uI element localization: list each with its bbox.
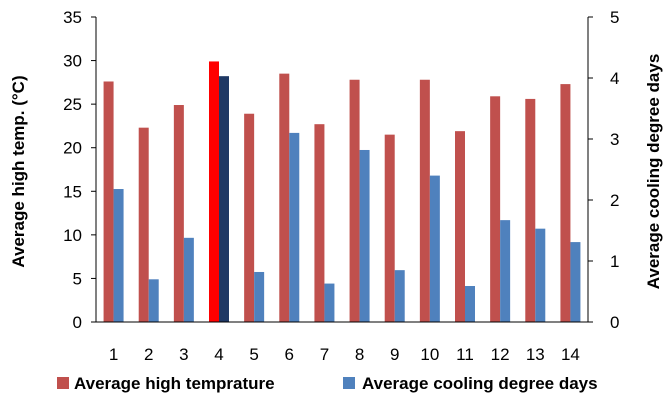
y-left-tick-label: 10 [63, 226, 82, 245]
bar-cooling-days-4 [219, 76, 229, 322]
y-left-tick-label: 20 [63, 139, 82, 158]
legend-swatch-average-cooling-degree-days [343, 377, 355, 389]
x-tick-label: 8 [355, 345, 364, 364]
y-right-tick-label: 2 [610, 191, 619, 210]
y-right-tick-label: 5 [610, 8, 619, 27]
bar-high-temp-5 [244, 113, 255, 322]
x-tick-label: 14 [561, 345, 580, 364]
x-tick-label: 4 [214, 345, 223, 364]
bar-high-temp-4 [209, 61, 219, 322]
bar-cooling-days-13 [535, 228, 546, 322]
y-right-tick-label: 1 [610, 252, 619, 271]
x-tick-label: 7 [320, 345, 329, 364]
bar-cooling-days-14 [570, 242, 581, 322]
bar-high-temp-7 [314, 124, 325, 322]
legend-swatch-average-high-temperature [57, 377, 69, 389]
bars-layer [103, 61, 581, 323]
x-tick-label: 9 [390, 345, 399, 364]
bar-high-temp-12 [490, 96, 501, 322]
bar-cooling-days-5 [254, 271, 265, 322]
y-right-tick-label: 4 [610, 69, 619, 88]
bar-high-temp-1 [103, 81, 114, 322]
bar-high-temp-9 [384, 134, 395, 322]
bar-cooling-days-3 [183, 237, 194, 322]
y-right-tick-label: 0 [610, 313, 619, 332]
bar-high-temp-3 [173, 105, 184, 322]
legend: Average high temprature Average cooling … [57, 374, 598, 393]
bar-cooling-days-7 [324, 283, 335, 322]
bar-high-temp-8 [349, 79, 360, 322]
bar-cooling-days-12 [500, 220, 511, 322]
y-axis-right-ticks: 0 1 2 3 4 5 [588, 8, 619, 332]
bar-cooling-days-8 [359, 149, 370, 322]
x-tick-label: 10 [420, 345, 439, 364]
x-tick-label: 11 [456, 345, 474, 364]
legend-label-average-cooling-degree-days: Average cooling degree days [362, 374, 598, 393]
x-tick-label: 12 [491, 345, 510, 364]
y-axis-left-title: Average high temp. (°C) [9, 75, 28, 267]
bar-cooling-days-2 [148, 279, 159, 322]
x-tick-label: 2 [144, 345, 153, 364]
y-left-tick-label: 5 [73, 269, 82, 288]
y-left-tick-label: 0 [73, 313, 82, 332]
bar-high-temp-10 [419, 79, 430, 322]
bar-high-temp-13 [525, 98, 536, 323]
bar-high-temp-11 [455, 131, 465, 322]
bar-cooling-days-9 [394, 270, 405, 322]
y-axis-right-title: Average cooling degree days [644, 54, 663, 290]
x-tick-label: 13 [526, 345, 545, 364]
bar-cooling-days-10 [429, 175, 440, 322]
bar-cooling-days-1 [113, 189, 124, 322]
x-tick-label: 3 [179, 345, 188, 364]
bar-cooling-days-11 [465, 286, 475, 322]
y-right-tick-label: 3 [610, 130, 619, 149]
bar-cooling-days-6 [289, 132, 300, 322]
bar-high-temp-6 [279, 73, 290, 323]
y-left-tick-label: 15 [63, 182, 82, 201]
x-tick-label: 1 [109, 345, 118, 364]
bar-high-temp-14 [560, 84, 571, 322]
y-axis-left-ticks: 0 5 10 15 20 25 30 35 [63, 8, 96, 332]
x-tick-label: 5 [249, 345, 258, 364]
x-axis-ticks: 1 2 3 4 5 6 7 8 9 10 11 12 13 14 [109, 345, 580, 364]
y-left-tick-label: 30 [63, 52, 82, 71]
x-tick-label: 6 [285, 345, 294, 364]
y-left-tick-label: 35 [63, 8, 82, 27]
bar-high-temp-2 [138, 127, 149, 323]
legend-label-average-high-temperature: Average high temprature [74, 374, 275, 393]
y-left-tick-label: 25 [63, 95, 82, 114]
